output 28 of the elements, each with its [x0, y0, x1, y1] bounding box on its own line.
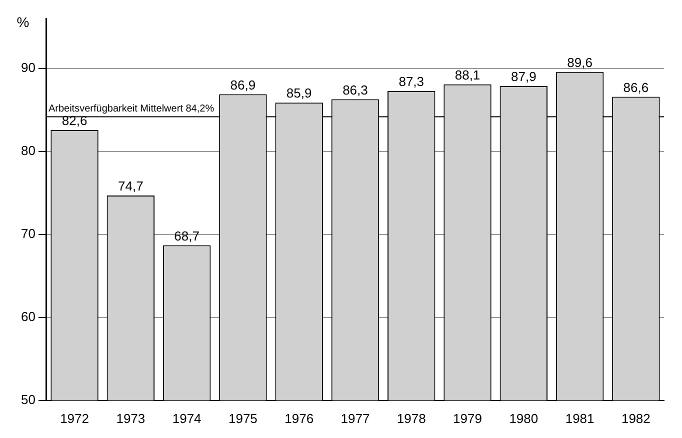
x-tick-label: 1979: [453, 410, 482, 426]
y-axis-title: %: [16, 14, 30, 30]
y-tick-label: 80: [20, 143, 36, 158]
x-tick-label: 1972: [60, 410, 89, 426]
data-label: 85,9: [286, 86, 312, 101]
data-label: 87,9: [510, 69, 536, 84]
data-label: 86,9: [230, 77, 256, 92]
x-tick-label: 1978: [396, 410, 426, 426]
ref-line-label: Arbeitsverfügbarkeit Mittelwert 84,2%: [48, 103, 214, 114]
x-tick-label: 1981: [565, 410, 594, 426]
y-tick-label: 60: [20, 309, 36, 324]
x-tick-label: 1974: [172, 410, 202, 426]
x-tick-label: 1982: [621, 410, 650, 426]
data-label: 86,6: [623, 80, 649, 95]
x-tick-label: 1980: [509, 410, 538, 426]
x-tick-label: 1975: [228, 410, 258, 426]
x-tick-label: 1976: [284, 410, 314, 426]
data-label: 87,3: [398, 74, 424, 90]
x-tick-label: 1977: [340, 410, 370, 426]
y-tick-label: 50: [20, 392, 36, 407]
data-label: 89,6: [567, 54, 592, 70]
x-tick-label: 1973: [116, 410, 146, 426]
data-label: 74,7: [118, 178, 144, 194]
data-label: 68,7: [174, 228, 200, 244]
data-label: 88,1: [454, 67, 480, 82]
y-tick-label: 90: [20, 60, 36, 76]
y-tick-label: 70: [20, 226, 36, 242]
data-label: 86,3: [342, 82, 368, 98]
